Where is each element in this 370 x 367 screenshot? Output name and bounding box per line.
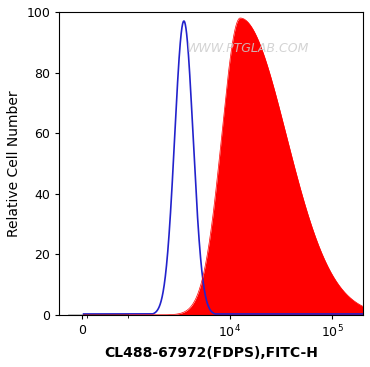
Y-axis label: Relative Cell Number: Relative Cell Number <box>7 90 21 237</box>
X-axis label: CL488-67972(FDPS),FITC-H: CL488-67972(FDPS),FITC-H <box>104 346 318 360</box>
Text: WWW.PTGLAB.COM: WWW.PTGLAB.COM <box>186 42 309 55</box>
